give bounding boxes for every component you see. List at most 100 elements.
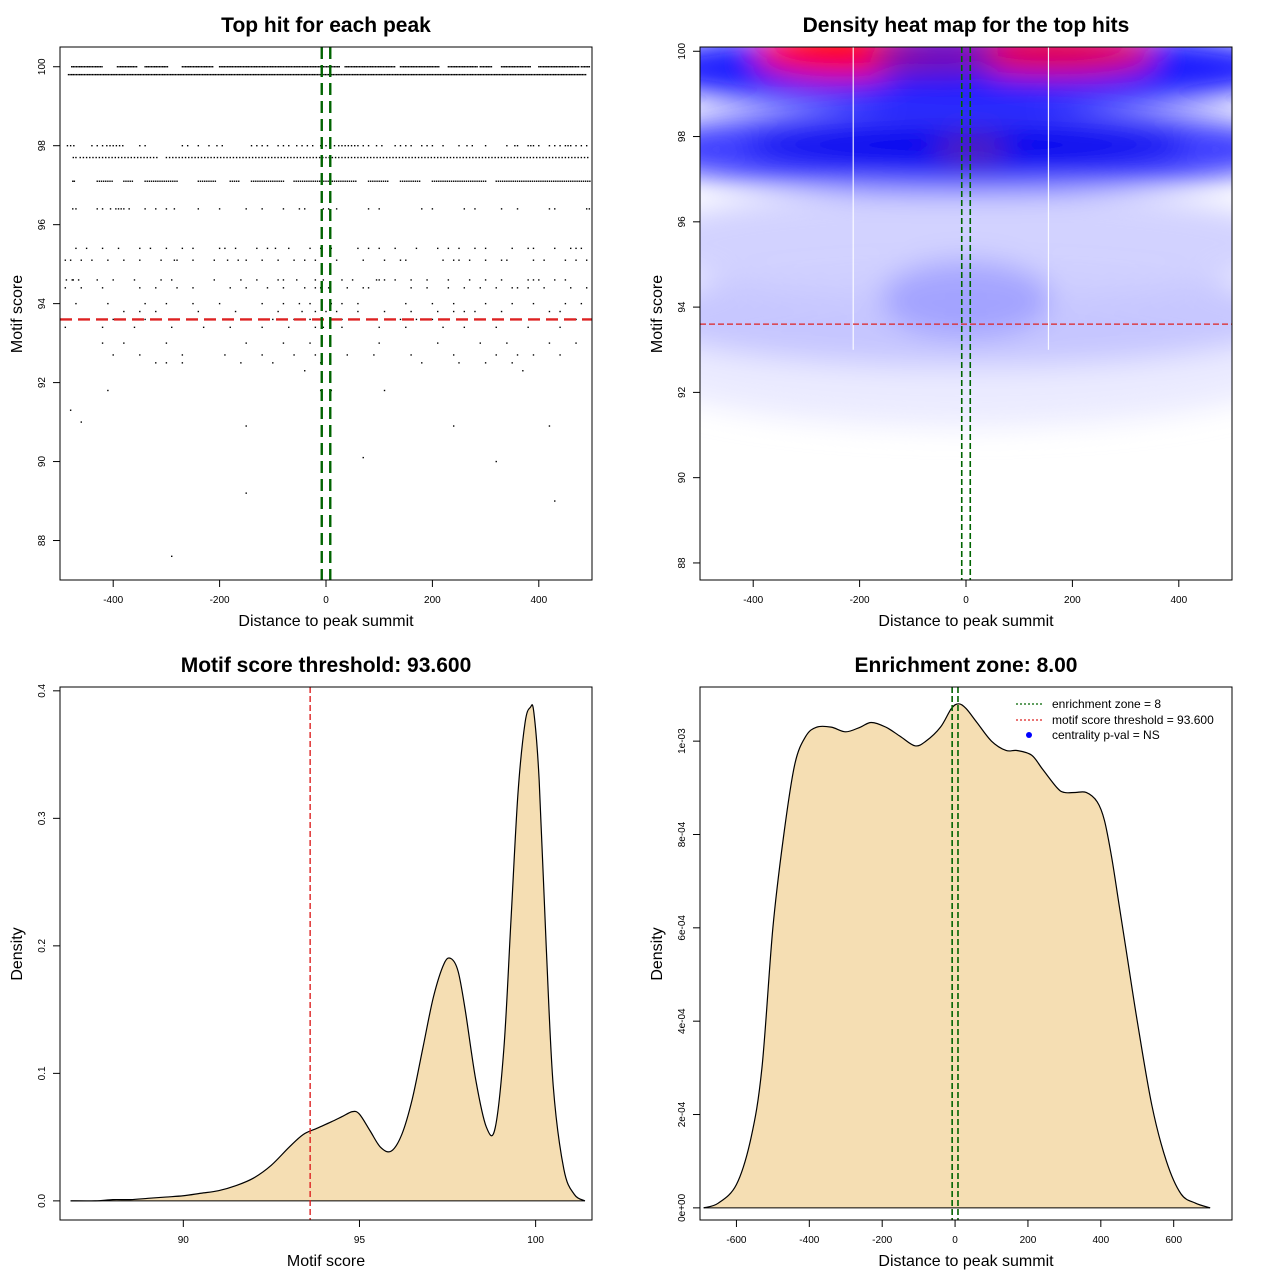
scatter-point	[183, 66, 185, 68]
scatter-point	[372, 73, 375, 76]
scatter-point	[564, 279, 567, 281]
scatter-point	[224, 247, 226, 250]
y-tick-label: 100	[677, 42, 688, 59]
scatter-point	[394, 145, 396, 147]
scatter-point	[379, 156, 381, 159]
scatter-point	[93, 66, 95, 68]
scatter-point	[548, 208, 551, 210]
distance-density-xlabel: Distance to peak summit	[878, 1253, 1054, 1270]
scatter-point	[255, 156, 257, 159]
scatter-point	[299, 156, 302, 159]
scatter-point	[551, 156, 554, 159]
scatter-point	[555, 180, 557, 182]
scatter-point	[383, 73, 386, 76]
scatter-point	[205, 73, 207, 76]
scatter-point	[301, 66, 304, 68]
scatter-point	[131, 73, 134, 76]
scatter-point	[298, 302, 301, 305]
scatter-point	[463, 287, 466, 289]
scatter-point	[506, 73, 509, 76]
heatmap-plot-area	[700, 47, 1232, 580]
scatter-point	[202, 66, 204, 68]
scatter-point	[379, 66, 381, 68]
scatter-point	[115, 208, 117, 210]
scatter-point	[438, 66, 440, 68]
scatter-point	[135, 66, 138, 68]
scatter-point	[410, 66, 413, 68]
scatter-point	[414, 180, 417, 182]
scatter-point	[409, 73, 411, 76]
scatter-point	[165, 247, 168, 250]
scatter-point	[165, 362, 168, 364]
scatter-point	[390, 73, 392, 76]
scatter-point	[85, 66, 87, 68]
scatter-point	[426, 145, 428, 147]
scatter-point	[91, 259, 93, 261]
scatter-point	[92, 156, 94, 159]
scatter-point	[452, 156, 455, 159]
scatter-point	[405, 326, 407, 329]
scatter-point	[479, 66, 481, 68]
scatter-point	[447, 279, 450, 281]
scatter-point	[443, 156, 445, 159]
scatter-point	[417, 156, 420, 159]
scatter-point	[165, 208, 168, 210]
scatter-point	[357, 156, 359, 159]
scatter-point	[298, 208, 301, 210]
scatter-point	[564, 259, 567, 261]
scatter-point	[497, 73, 499, 76]
x-tick-label: -200	[210, 595, 230, 606]
scatter-point	[65, 279, 68, 281]
scatter-point	[101, 208, 104, 210]
scatter-point	[422, 73, 424, 76]
scatter-point	[269, 180, 272, 182]
scatter-point	[71, 66, 73, 68]
scatter-point	[226, 156, 228, 159]
scatter-point	[341, 279, 343, 281]
scatter-point	[511, 73, 513, 76]
scatter-point	[376, 180, 378, 182]
scatter-point	[298, 66, 301, 68]
scatter-point	[261, 302, 263, 305]
scatter-point	[498, 73, 501, 76]
scatter-point	[430, 73, 432, 76]
scatter-point	[120, 208, 122, 210]
scatter-point	[236, 73, 239, 76]
scatter-point	[310, 73, 312, 76]
scatter-point	[554, 279, 556, 281]
scatter-point	[587, 66, 589, 68]
scatter-point	[82, 73, 84, 76]
scatter-point	[299, 180, 302, 182]
scatter-point	[288, 247, 290, 250]
scatter-point	[335, 259, 338, 261]
scatter-point	[554, 73, 556, 76]
scatter-point	[318, 156, 321, 159]
scatter-point	[482, 180, 485, 182]
scatter-point	[465, 66, 467, 68]
scatter-point	[531, 180, 534, 182]
scatter-point	[133, 326, 136, 329]
scatter-point	[484, 180, 487, 182]
y-tick-label: 1e-03	[677, 728, 688, 754]
scatter-point	[333, 180, 336, 182]
scatter-point	[368, 66, 370, 68]
scatter-point	[570, 247, 572, 250]
scatter-point	[204, 66, 206, 68]
scatter-point	[354, 66, 356, 68]
panel-distance-density: Enrichment zone: 8.00 -600 -400 -200 0 200 40…	[649, 654, 1233, 1270]
scatter-point	[517, 73, 520, 76]
scatter-point	[382, 180, 385, 182]
scatter-point	[474, 247, 476, 250]
scatter-point	[308, 73, 311, 76]
scatter-point	[529, 156, 531, 159]
scatter-point	[153, 73, 156, 76]
scatter-point	[139, 354, 141, 356]
scatter-point	[521, 180, 523, 182]
scatter-point	[382, 73, 384, 76]
scatter-point	[125, 73, 127, 76]
scatter-point	[227, 73, 229, 76]
scatter-point	[175, 156, 177, 159]
scatter-point	[261, 208, 263, 210]
scatter-point	[500, 66, 503, 68]
scatter-point	[296, 145, 298, 147]
